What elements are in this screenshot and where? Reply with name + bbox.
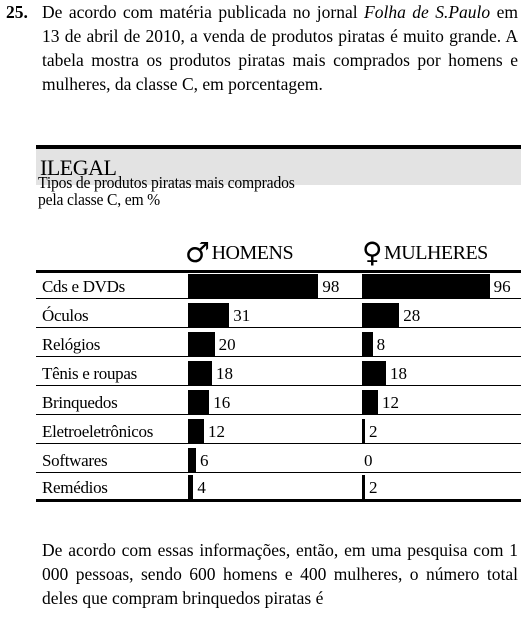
women-value-label: 8 (376, 335, 386, 354)
men-value-label: 6 (199, 451, 209, 470)
women-column-header: ♀ MULHERES (362, 236, 488, 269)
women-bar (362, 274, 490, 298)
women-bar (362, 361, 386, 385)
men-bar (188, 390, 210, 414)
men-value-label: 98 (322, 277, 340, 296)
women-bar (362, 390, 378, 414)
women-bar (362, 419, 365, 443)
table-row: Cds e DVDs 98 96 (36, 270, 521, 299)
men-value-label: 4 (197, 478, 206, 497)
men-bar (188, 448, 196, 472)
table-row: Softwares 6 0 (36, 444, 521, 473)
category-label: Tênis e roupas (42, 364, 137, 383)
intro-after: em 13 de abril de 2010, a venda de produ… (42, 2, 518, 94)
women-bar (362, 332, 373, 356)
category-label: Relógios (42, 335, 101, 354)
table-title-line2: pela classe C, em % (38, 190, 161, 209)
women-value-label: 0 (364, 451, 373, 470)
newspaper-name: Folha de S.Paulo (364, 2, 491, 22)
question-text: De acordo com matéria publicada no jorna… (6, 0, 518, 96)
table-row: Brinquedos 16 12 (36, 386, 521, 415)
men-bar (188, 475, 194, 499)
men-bar (188, 303, 230, 327)
women-label: MULHERES (384, 242, 488, 264)
men-bar (188, 361, 212, 385)
women-value-label: 12 (381, 393, 399, 412)
table-title: Tipos de produtos piratas mais comprados… (38, 174, 295, 208)
table-row: Óculos 31 28 (36, 299, 521, 328)
category-label: Softwares (42, 451, 108, 470)
women-bar (362, 303, 400, 327)
women-bar (362, 475, 365, 499)
men-value-label: 18 (215, 364, 233, 383)
women-value-label: 2 (369, 422, 378, 441)
men-bar (188, 274, 319, 298)
table-row: Tênis e roupas 18 18 (36, 357, 521, 386)
male-symbol-icon: ♂ (185, 236, 210, 269)
category-label: Brinquedos (42, 393, 118, 412)
category-label: Óculos (42, 306, 89, 325)
intro-before: De acordo com matéria publicada no jorna… (42, 2, 365, 22)
box-header: ILEGAL (36, 145, 521, 185)
men-column-header: ♂ HOMENS (185, 236, 294, 269)
category-label: Remédios (42, 478, 108, 497)
table-title-line1: Tipos de produtos piratas mais comprados (38, 173, 295, 192)
box-header-title: ILEGAL (40, 155, 117, 180)
question-number: 25. (6, 2, 28, 22)
men-value-label: 16 (213, 393, 231, 412)
category-label: Cds e DVDs (42, 277, 125, 296)
men-bar (188, 332, 215, 356)
men-label: HOMENS (211, 242, 294, 264)
product-table: Cds e DVDs 98 96 Óculos 31 28 Relógios 20 8 Tênis… (36, 270, 521, 502)
table-row: Remédios 4 2 (36, 473, 521, 502)
women-value-label: 28 (403, 306, 421, 325)
women-value-label: 96 (493, 277, 511, 296)
category-label: Eletroeletrônicos (42, 422, 154, 441)
question-closing: De acordo com essas informações, então, … (42, 540, 518, 608)
women-value-label: 2 (369, 478, 378, 497)
table-row: Relógios 20 8 (36, 328, 521, 357)
men-value-label: 20 (218, 335, 236, 354)
men-value-label: 12 (207, 422, 225, 441)
men-value-label: 31 (233, 306, 251, 325)
men-bar (188, 419, 204, 443)
female-symbol-icon: ♀ (362, 236, 383, 269)
question-intro: 25. De acordo com matéria publicada no j… (6, 0, 518, 96)
table-row: Eletroeletrônicos 12 2 (36, 415, 521, 444)
women-value-label: 18 (389, 364, 407, 383)
